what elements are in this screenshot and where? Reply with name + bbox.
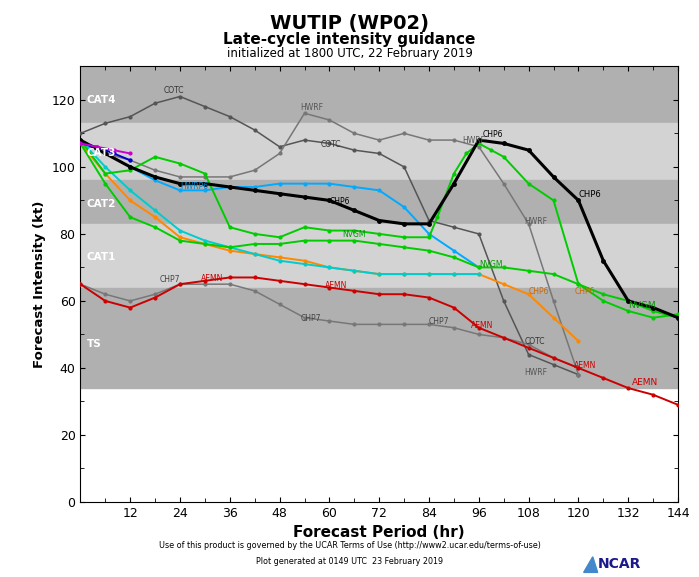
Text: NVGM: NVGM	[628, 301, 656, 310]
Text: AEMN: AEMN	[470, 321, 493, 329]
Text: COTC: COTC	[164, 86, 184, 95]
Text: HWRF: HWRF	[524, 368, 547, 377]
Bar	[80, 287, 678, 388]
Text: CAT1: CAT1	[87, 252, 116, 263]
Text: CAT3: CAT3	[87, 148, 116, 159]
Y-axis label: Forecast Intensity (kt): Forecast Intensity (kt)	[33, 200, 46, 368]
Bar	[80, 123, 678, 180]
Text: NVGM: NVGM	[479, 260, 503, 269]
Text: HWRF: HWRF	[524, 217, 547, 226]
Text: CHP6: CHP6	[483, 130, 503, 138]
Text: COTC: COTC	[524, 338, 545, 347]
Bar	[80, 180, 678, 224]
Text: CHP7: CHP7	[159, 275, 180, 284]
Text: CHP7: CHP7	[429, 317, 449, 327]
Text: WUTIP (WP02): WUTIP (WP02)	[270, 14, 429, 33]
Text: HWRF: HWRF	[462, 136, 485, 145]
Text: CAT2: CAT2	[87, 198, 116, 209]
Text: Late-cycle intensity guidance: Late-cycle intensity guidance	[223, 32, 476, 47]
Text: AEMN: AEMN	[575, 361, 597, 370]
Text: CHP7: CHP7	[301, 314, 321, 323]
Text: CHP6: CHP6	[579, 190, 601, 199]
Text: CHP6: CHP6	[575, 287, 595, 296]
Text: initialized at 1800 UTC, 22 February 2019: initialized at 1800 UTC, 22 February 201…	[226, 47, 473, 61]
Bar	[80, 224, 678, 287]
Text: Use of this product is governed by the UCAR Terms of Use (http://www2.ucar.edu/t: Use of this product is governed by the U…	[159, 541, 540, 550]
Text: TS: TS	[87, 339, 101, 350]
Text: NCAR: NCAR	[598, 557, 641, 571]
Text: NVGM: NVGM	[342, 230, 366, 239]
Text: CHP6: CHP6	[528, 287, 549, 296]
Text: HWRP6: HWRP6	[180, 182, 208, 190]
Text: AEMN: AEMN	[633, 378, 658, 387]
Text: CAT4: CAT4	[87, 95, 116, 105]
Text: COTC: COTC	[321, 140, 342, 149]
Text: CHP6: CHP6	[329, 197, 350, 206]
Text: AEMN: AEMN	[325, 280, 347, 290]
Text: AEMN: AEMN	[201, 274, 223, 283]
Bar	[80, 66, 678, 123]
X-axis label: Forecast Period (hr): Forecast Period (hr)	[294, 526, 465, 541]
Text: HWRF: HWRF	[301, 103, 324, 112]
Text: Plot generated at 0149 UTC  23 February 2019: Plot generated at 0149 UTC 23 February 2…	[256, 557, 443, 566]
